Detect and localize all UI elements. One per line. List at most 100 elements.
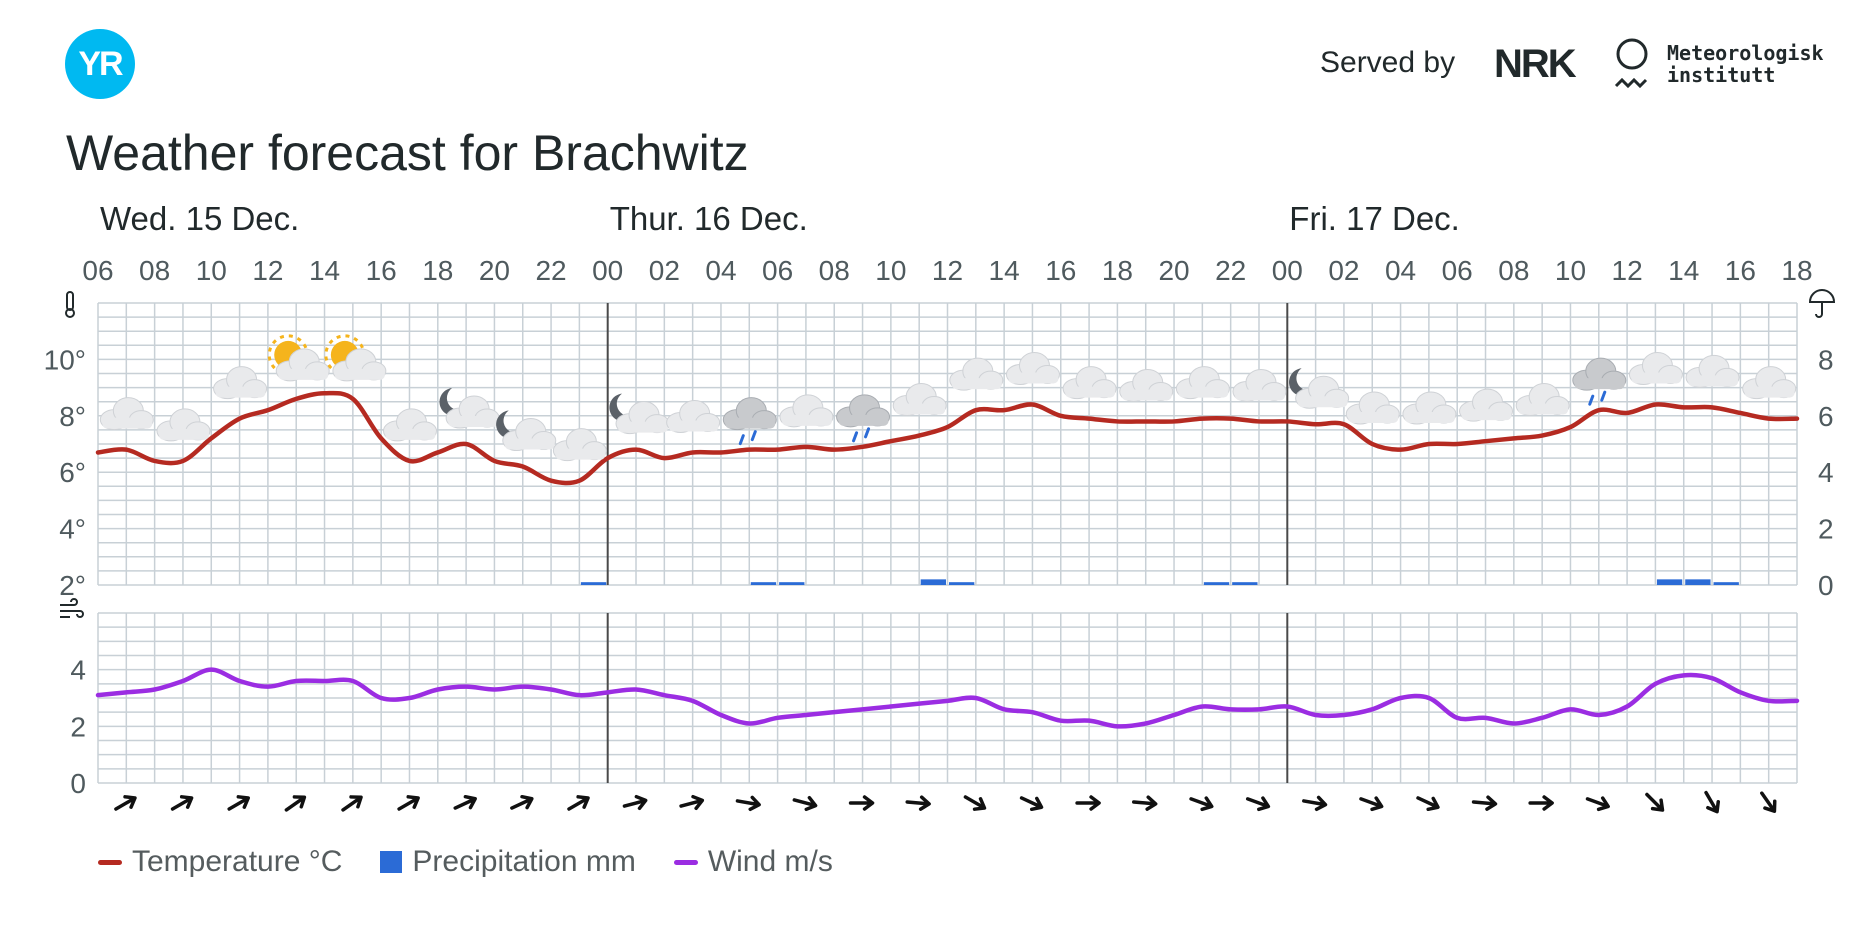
time-tick-label: 10 (1555, 255, 1586, 286)
served-by-label: Served by (1320, 46, 1456, 79)
wind-direction-arrow (1019, 796, 1044, 812)
wind-direction-arrow (1704, 790, 1720, 814)
cloud-icon (892, 383, 947, 417)
wind-direction-arrow (1132, 795, 1158, 811)
partly-sunny-icon (324, 334, 387, 382)
temperature-axis-label: 2° (59, 570, 86, 601)
time-tick-label: 18 (1102, 255, 1133, 286)
wind-direction-arrow (453, 794, 477, 810)
wind-direction-arrow (792, 795, 818, 812)
cloud-icon (213, 366, 268, 400)
time-tick-label: 08 (819, 255, 850, 286)
legend-wind[interactable]: Wind m/s (673, 845, 833, 879)
time-tick-label: 12 (252, 255, 283, 286)
legend-precipitation[interactable]: Precipitation mm (380, 845, 636, 879)
precipitation-axis-label: 0 (1818, 570, 1834, 601)
time-tick-label: 10 (196, 255, 227, 286)
time-tick-label: 22 (535, 255, 566, 286)
partly-moon-icon (609, 393, 670, 435)
time-tick-label: 02 (1328, 255, 1359, 286)
met-institute-icon (1614, 38, 1648, 89)
cloud-icon (1685, 354, 1740, 388)
wind-direction-arrow (1075, 795, 1101, 811)
time-tick-label: 20 (1158, 255, 1189, 286)
cloud-icon (1062, 366, 1117, 400)
temperature-axis-label: 6° (59, 457, 86, 488)
cloud-icon (1345, 391, 1400, 425)
precipitation-bar (750, 582, 777, 585)
chart-legend: Temperature °C Precipitation mm Wind m/s (98, 845, 833, 879)
day-label: Wed. 15 Dec. (100, 200, 299, 237)
legend-temperature[interactable]: Temperature °C (98, 845, 342, 879)
precipitation-axis-label: 8 (1818, 344, 1834, 375)
time-tick-label: 10 (875, 255, 906, 286)
precipitation-axis-label: 2 (1818, 514, 1834, 545)
wind-direction-arrow (679, 794, 705, 811)
rain-cloud-icon (836, 394, 891, 443)
wind-direction-arrow (1245, 796, 1271, 812)
precipitation-bar (1203, 582, 1230, 585)
time-tick-label: 08 (1498, 255, 1529, 286)
rain-cloud-icon (722, 397, 777, 446)
wind-axis-label: 4 (70, 655, 86, 686)
wind-direction-arrow (510, 794, 534, 810)
wind-direction-arrow (1528, 795, 1554, 811)
time-tick-label: 00 (592, 255, 623, 286)
wind-direction-arrow (341, 795, 363, 812)
cloud-icon (382, 408, 437, 442)
precipitation-bar (920, 579, 946, 585)
partly-sunny-icon (267, 334, 330, 382)
time-tick-label: 16 (1725, 255, 1756, 286)
wind-direction-arrow (1645, 792, 1665, 812)
legend-temperature-label: Temperature °C (132, 845, 343, 878)
cloud-icon (1119, 368, 1174, 402)
precipitation-axis-label: 6 (1818, 401, 1834, 432)
time-tick-label: 12 (1612, 255, 1643, 286)
precipitation-bar (1685, 579, 1711, 585)
met-institute-logo-text: Meteorologisk institutt (1667, 42, 1824, 86)
wind-direction-arrow (170, 795, 194, 811)
time-tick-label: 20 (479, 255, 510, 286)
time-tick-label: 06 (762, 255, 793, 286)
umbrella-icon (1808, 289, 1836, 318)
cloud-icon (156, 408, 211, 442)
temperature-axis-label: 4° (59, 514, 86, 545)
wind-direction-arrow (114, 795, 137, 811)
time-tick-label: 16 (1045, 255, 1076, 286)
met-line-1: Meteorologisk (1667, 41, 1824, 65)
time-tick-label: 04 (1385, 255, 1416, 286)
precipitation-bar (580, 582, 607, 585)
wind-direction-arrow (1189, 796, 1214, 812)
cloud-icon (1005, 352, 1060, 386)
time-tick-label: 18 (1781, 255, 1812, 286)
legend-wind-swatch (673, 859, 698, 865)
thermometer-icon (65, 291, 75, 318)
time-tick-label: 14 (989, 255, 1020, 286)
temperature-axis-label: 10° (44, 344, 86, 375)
wind-direction-arrow (1359, 796, 1384, 812)
cloud-icon (949, 357, 1004, 391)
cloud-icon (1175, 366, 1230, 400)
wind-direction-arrow (622, 794, 648, 811)
cloud-icon (779, 394, 834, 428)
wind-direction-arrow (1302, 795, 1328, 812)
time-tick-label: 06 (1442, 255, 1473, 286)
legend-precipitation-swatch (380, 851, 403, 873)
precipitation-bar (949, 582, 975, 585)
partly-moon-icon (439, 388, 500, 429)
cloud-icon (552, 428, 607, 462)
legend-temperature-swatch (98, 859, 122, 865)
time-tick-label: 08 (139, 255, 170, 286)
day-label: Fri. 17 Dec. (1289, 200, 1460, 237)
wind-line (95, 667, 1800, 729)
cloud-icon (99, 397, 154, 431)
legend-wind-label: Wind m/s (707, 845, 833, 878)
partly-moon-icon (1289, 368, 1350, 409)
time-tick-label: 04 (705, 255, 736, 286)
wind-direction-arrow (848, 795, 875, 811)
wind-direction-arrow (227, 795, 250, 811)
wind-direction-arrow (963, 795, 987, 811)
cloud-icon (1402, 391, 1457, 425)
precipitation-axis-label: 4 (1818, 457, 1834, 488)
time-tick-label: 16 (366, 255, 397, 286)
